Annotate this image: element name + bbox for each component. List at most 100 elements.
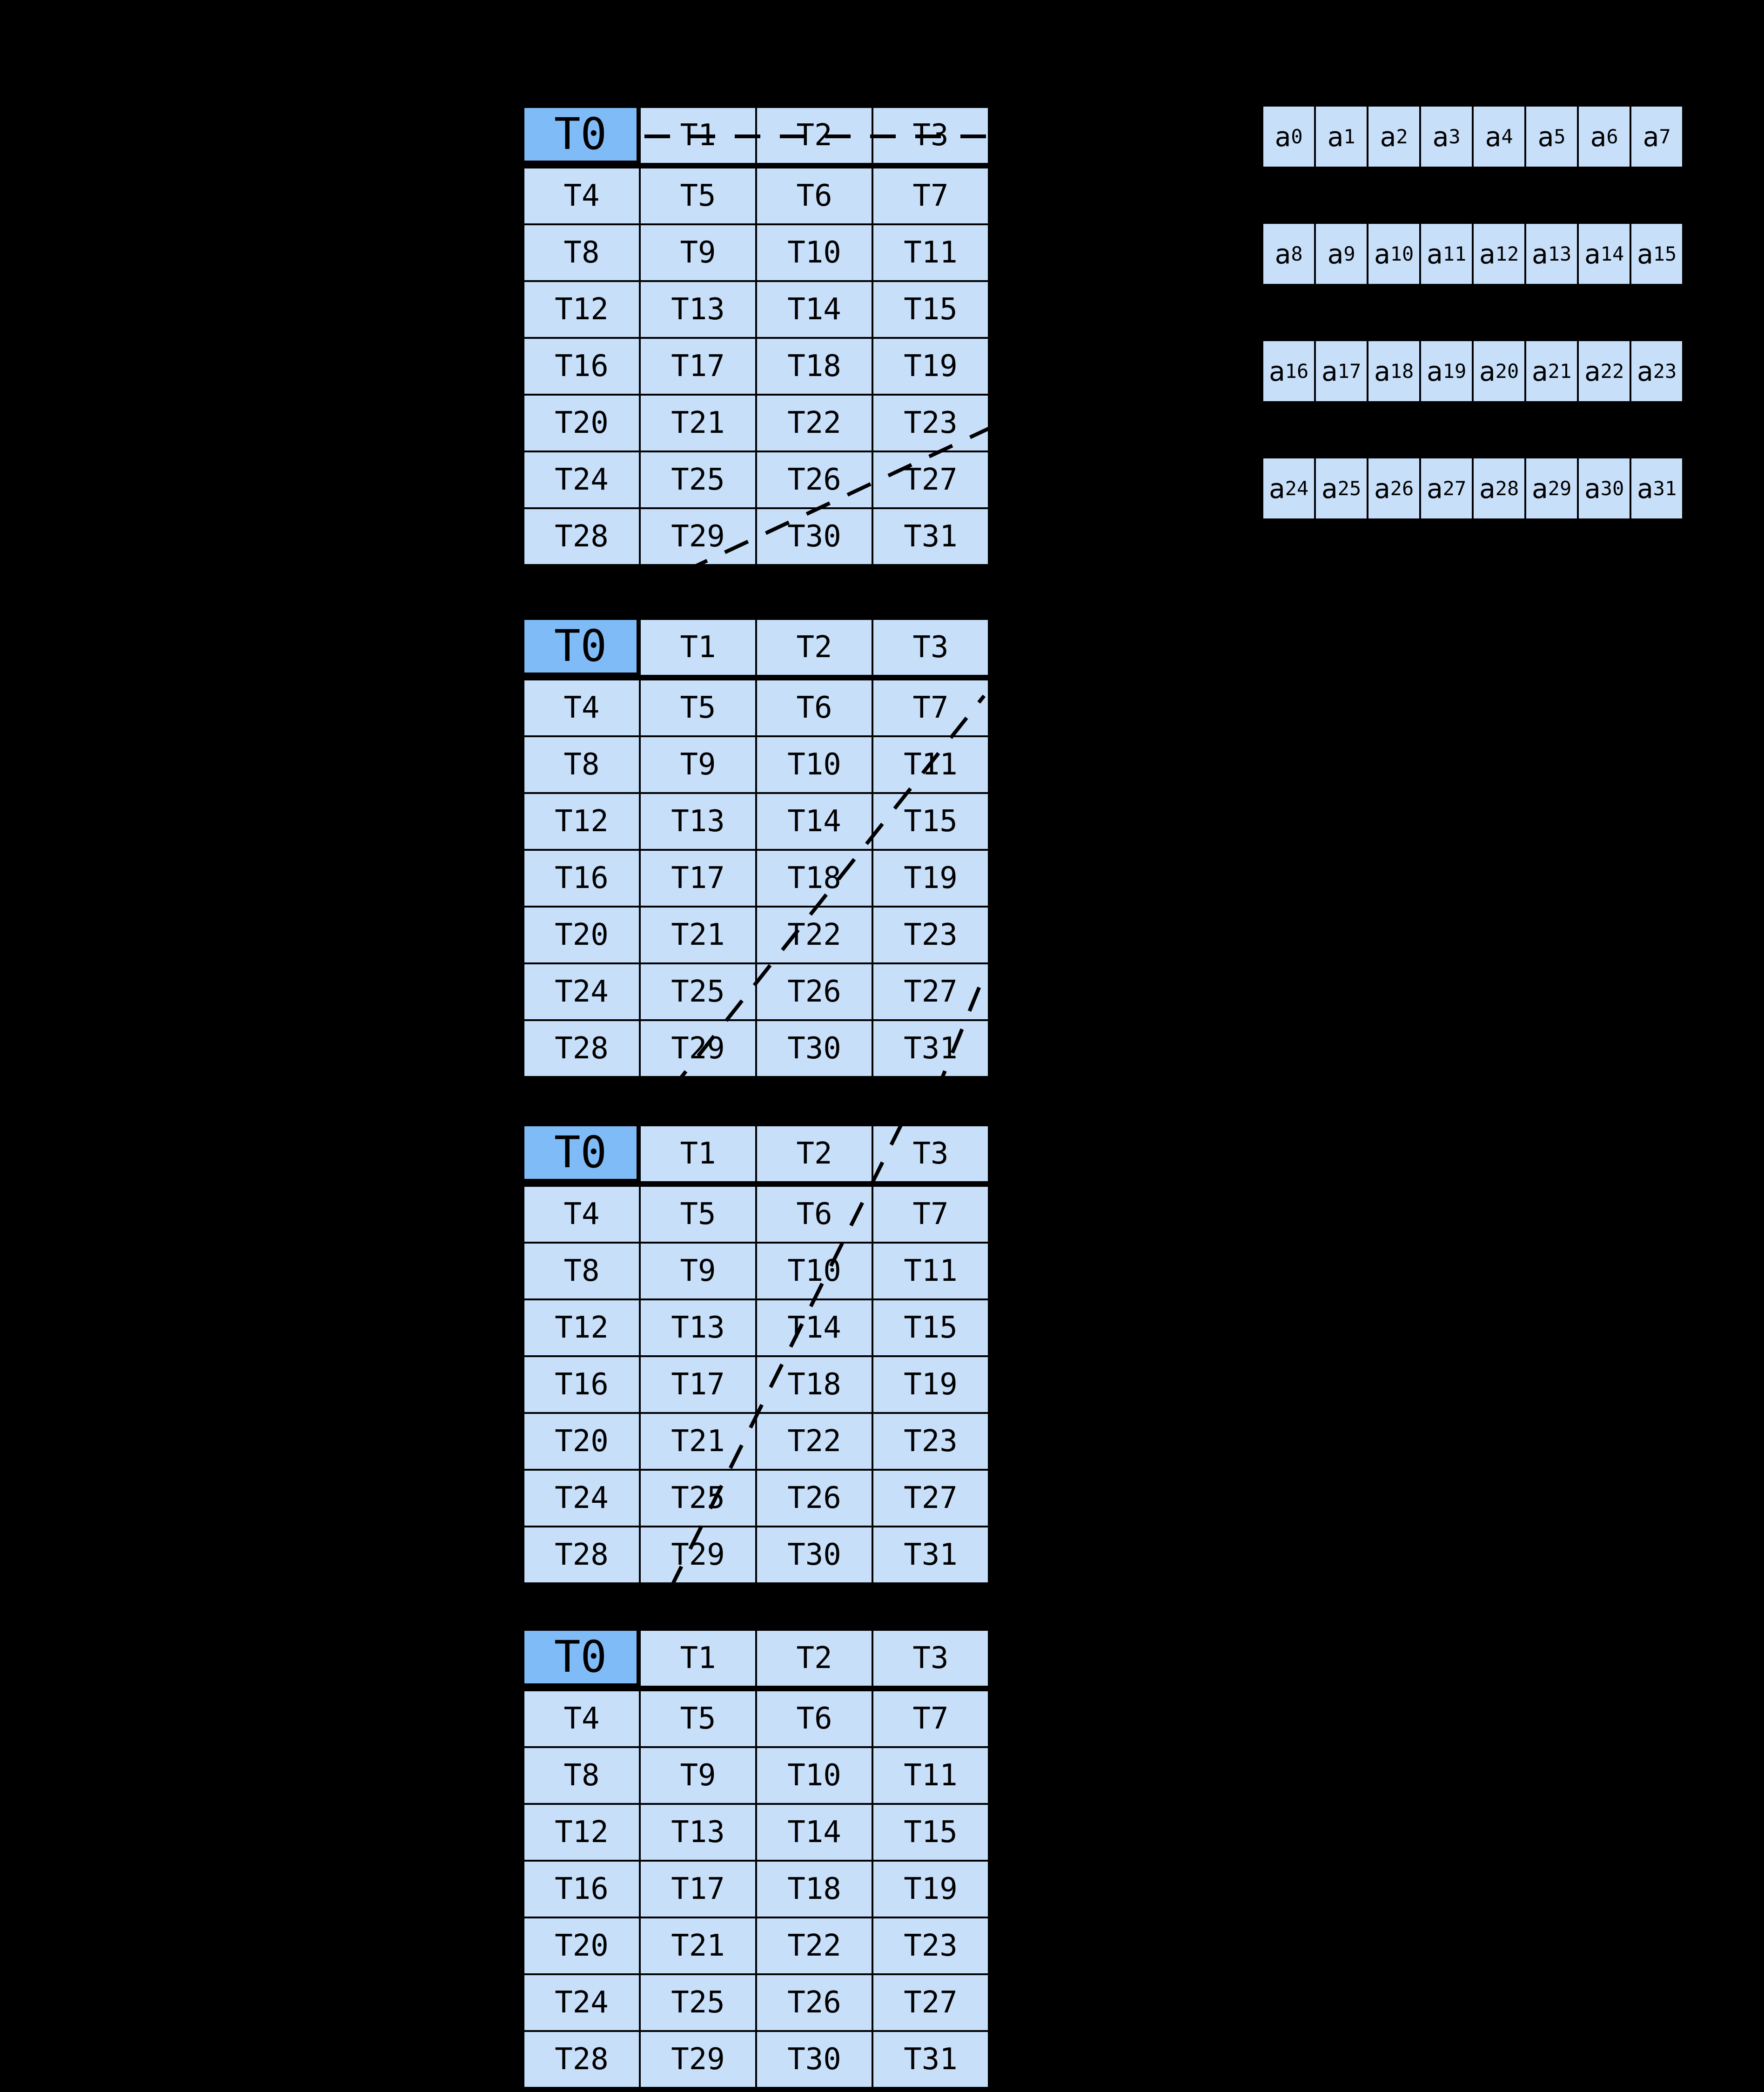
thread-cell: T31 — [873, 1527, 988, 1582]
thread-row: T0 T1 T2 T3 — [524, 620, 988, 675]
thread-cell: T19 — [873, 851, 988, 906]
thread-cell: T18 — [757, 851, 872, 906]
memory-cell-var: a — [1268, 355, 1285, 387]
memory-cell-var: a — [1426, 472, 1443, 505]
memory-cell-var: a — [1374, 238, 1390, 270]
memory-cell-var: a — [1426, 355, 1443, 387]
memory-cell-var: a — [1643, 121, 1659, 153]
thread-cell: T29 — [641, 509, 755, 564]
thread-row: T8 T9 T10 T11 — [524, 1244, 988, 1298]
memory-cell-var: a — [1327, 238, 1344, 270]
thread-cell: T16 — [524, 1357, 639, 1412]
memory-cell-var: a — [1432, 121, 1449, 153]
thread-cell: T5 — [641, 1187, 755, 1242]
thread-cell: T20 — [524, 1918, 639, 1973]
thread-row: T4 T5 T6 T7 — [524, 1691, 988, 1746]
thread-cell: T13 — [641, 794, 755, 849]
thread-cell: T1 — [641, 108, 755, 163]
thread-cell: T8 — [524, 1244, 639, 1298]
thread-cell: T2 — [757, 1631, 872, 1686]
thread-cell: T8 — [524, 737, 639, 792]
thread-cell: T23 — [873, 1414, 988, 1469]
memory-cell: a 21 — [1526, 341, 1577, 401]
thread-cell: T19 — [873, 1862, 988, 1917]
thread-cell: T14 — [757, 1300, 872, 1355]
thread-row: T28 T29 T30 T31 — [524, 509, 988, 564]
thread-cell-highlighted: T0 — [524, 108, 639, 163]
thread-cell: T13 — [641, 1805, 755, 1860]
memory-cell-var: a — [1637, 238, 1653, 270]
thread-cell: T17 — [641, 1862, 755, 1917]
memory-cell-var: a — [1479, 238, 1496, 270]
thread-cell: T4 — [524, 1691, 639, 1746]
thread-cell: T25 — [641, 1471, 755, 1526]
thread-cell: T18 — [757, 1862, 872, 1917]
memory-cell: a 14 — [1579, 224, 1630, 284]
thread-row: T12 T13 T14 T15 — [524, 282, 988, 337]
thread-row: T4 T5 T6 T7 — [524, 1187, 988, 1242]
thread-cell: T26 — [757, 964, 872, 1019]
thread-cell: T14 — [757, 794, 872, 849]
thread-cell: T13 — [641, 282, 755, 337]
thread-cell: T20 — [524, 396, 639, 451]
memory-cell: a 13 — [1526, 224, 1577, 284]
thread-cell-highlighted: T0 — [524, 1126, 639, 1181]
thread-cell: T23 — [873, 908, 988, 962]
thread-row: T8 T9 T10 T11 — [524, 1748, 988, 1803]
memory-cell: a 12 — [1474, 224, 1524, 284]
thread-cell: T31 — [873, 2032, 988, 2087]
thread-cell: T22 — [757, 1918, 872, 1973]
thread-row: T8 T9 T10 T11 — [524, 737, 988, 792]
memory-cell-var: a — [1637, 472, 1653, 505]
thread-cell: T25 — [641, 1975, 755, 2030]
thread-cell: T10 — [757, 225, 872, 280]
thread-cell: T19 — [873, 1357, 988, 1412]
thread-row: T16 T17 T18 T19 — [524, 851, 988, 906]
thread-cell: T9 — [641, 1748, 755, 1803]
thread-cell: T27 — [873, 452, 988, 507]
thread-cell: T15 — [873, 1300, 988, 1355]
thread-row: T4 T5 T6 T7 — [524, 680, 988, 735]
thread-cell: T11 — [873, 1748, 988, 1803]
thread-cell: T30 — [757, 509, 872, 564]
thread-row: T12 T13 T14 T15 — [524, 1805, 988, 1860]
thread-cell: T16 — [524, 339, 639, 394]
thread-cell: T28 — [524, 2032, 639, 2087]
thread-row: T24 T25 T26 T27 — [524, 1975, 988, 2030]
thread-cell: T10 — [757, 1244, 872, 1298]
memory-cell-var: a — [1274, 238, 1291, 270]
thread-cell: T29 — [641, 1527, 755, 1582]
thread-cell: T19 — [873, 339, 988, 394]
thread-cell: T21 — [641, 396, 755, 451]
thread-cell: T5 — [641, 680, 755, 735]
memory-cell-var: a — [1531, 355, 1548, 387]
thread-cell: T8 — [524, 225, 639, 280]
thread-cell: T5 — [641, 1691, 755, 1746]
thread-row: T28 T29 T30 T31 — [524, 1021, 988, 1076]
thread-cell: T28 — [524, 509, 639, 564]
thread-cell: T15 — [873, 1805, 988, 1860]
memory-cell: a 25 — [1316, 458, 1367, 518]
thread-cell: T10 — [757, 737, 872, 792]
thread-cell: T17 — [641, 1357, 755, 1412]
thread-row: T16 T17 T18 T19 — [524, 1357, 988, 1412]
memory-cell-var: a — [1374, 355, 1390, 387]
thread-row: T0 T1 T2 T3 — [524, 1126, 988, 1181]
thread-cell: T6 — [757, 680, 872, 735]
thread-cell: T17 — [641, 339, 755, 394]
thread-row: T12 T13 T14 T15 — [524, 794, 988, 849]
memory-cell: a 26 — [1368, 458, 1419, 518]
thread-cell: T3 — [873, 1631, 988, 1686]
memory-cell: a 19 — [1421, 341, 1472, 401]
thread-row: T20 T21 T22 T23 — [524, 908, 988, 962]
thread-cell: T6 — [757, 1691, 872, 1746]
thread-cell: T23 — [873, 1918, 988, 1973]
thread-cell: T1 — [641, 1631, 755, 1686]
memory-cell-var: a — [1321, 472, 1338, 505]
